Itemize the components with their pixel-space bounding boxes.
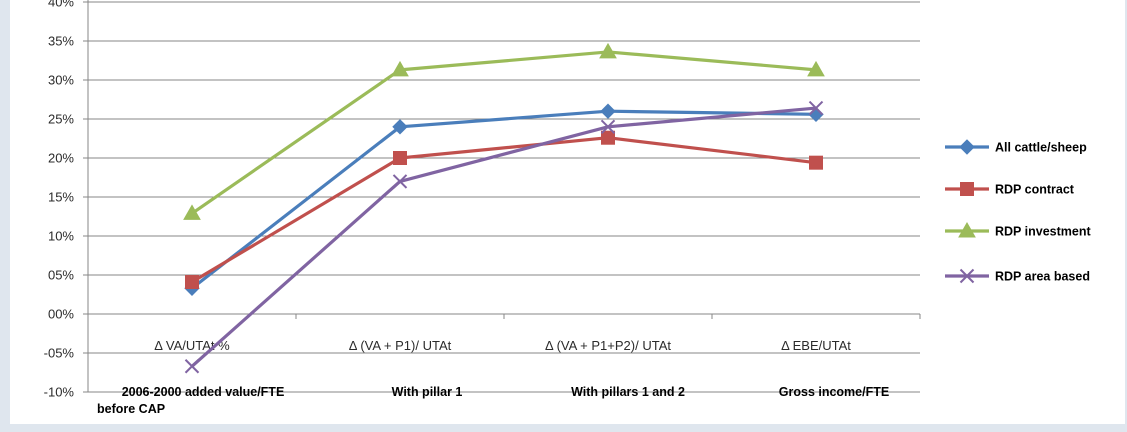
x-category-label: Δ (VA + P1)/ UTAt [349,338,452,353]
y-tick-label: 25% [48,112,74,127]
y-tick-label: 35% [48,34,74,49]
data-point-x-stroke [392,174,408,189]
data-point-triangle [183,204,201,220]
x-axis-sublabels: 2006-2000 added value/FTE before CAP With … [97,385,889,416]
series-lines [183,42,825,374]
data-point-x [600,119,616,135]
series-rdp-contract [185,130,823,290]
legend: All cattle/sheep RDP contract RDP investme… [945,139,1091,284]
x-category-sublabel: 2006-2000 added value/FTE [122,385,285,399]
data-point-x [392,174,408,189]
legend-item: RDP investment [945,221,1091,239]
data-point-x [184,359,200,374]
series-rdp-area-based [184,100,824,374]
x-category-sublabel: before CAP [97,402,165,416]
data-point-x-stroke [600,119,616,135]
y-tick-label: 20% [48,151,74,166]
x-category-sublabel: Gross income/FTE [779,385,889,399]
legend-label: RDP investment [995,225,1091,239]
series-line [190,106,817,368]
data-point-triangle [391,60,409,77]
x-category-sublabel: With pillars 1 and 2 [571,385,685,399]
y-tick-label: -05% [44,346,75,361]
x-category-sublabel: With pillar 1 [392,385,463,399]
axes [83,0,921,393]
data-point-square [960,182,974,196]
series-line [191,109,817,290]
data-point-x-stroke [184,359,200,374]
series-line [191,50,817,215]
chart-background [10,0,1125,424]
legend-item: All cattle/sheep [945,139,1087,155]
data-point-x-stroke [808,100,824,116]
data-point-triangle [958,221,976,238]
data-point-triangle [807,60,825,77]
data-point-x-stroke [959,268,975,284]
y-tick-label: 00% [48,307,74,322]
series-rdp-investment [183,42,825,220]
x-category-label: Δ VA/UTAt % [154,338,230,353]
data-point-square [185,275,199,290]
data-point-x [959,268,975,284]
legend-label: All cattle/sheep [995,141,1087,155]
x-category-label: Δ EBE/UTAt [781,338,851,353]
data-point-triangle [599,42,617,59]
legend-label: RDP contract [995,183,1075,197]
data-point-diamond [959,139,975,155]
x-category-label: Δ (VA + P1+P2)/ UTAt [545,338,671,353]
y-tick-label: -10% [44,385,75,400]
data-point-x [808,100,824,116]
data-point-diamond [600,103,616,119]
legend-item: RDP area based [945,268,1090,284]
y-tick-label: 05% [48,268,74,283]
series-line [191,136,817,284]
legend-item: RDP contract [945,182,1075,197]
data-point-square [809,155,823,170]
y-tick-label: 30% [48,73,74,88]
data-point-square [393,151,407,165]
x-axis-category-labels: Δ VA/UTAt % Δ (VA + P1)/ UTAt Δ (VA + P1+P… [154,338,851,353]
data-point-square [601,130,615,145]
y-tick-label: 10% [48,229,74,244]
legend-label: RDP area based [995,270,1090,284]
y-tick-label: 40% [48,0,74,10]
y-tick-label: 15% [48,190,74,205]
data-point-diamond [392,119,408,135]
y-axis-tick-labels: 40% 35% 30% 25% 20% 15% 10% 05% 00% -05% -10% [44,0,75,400]
